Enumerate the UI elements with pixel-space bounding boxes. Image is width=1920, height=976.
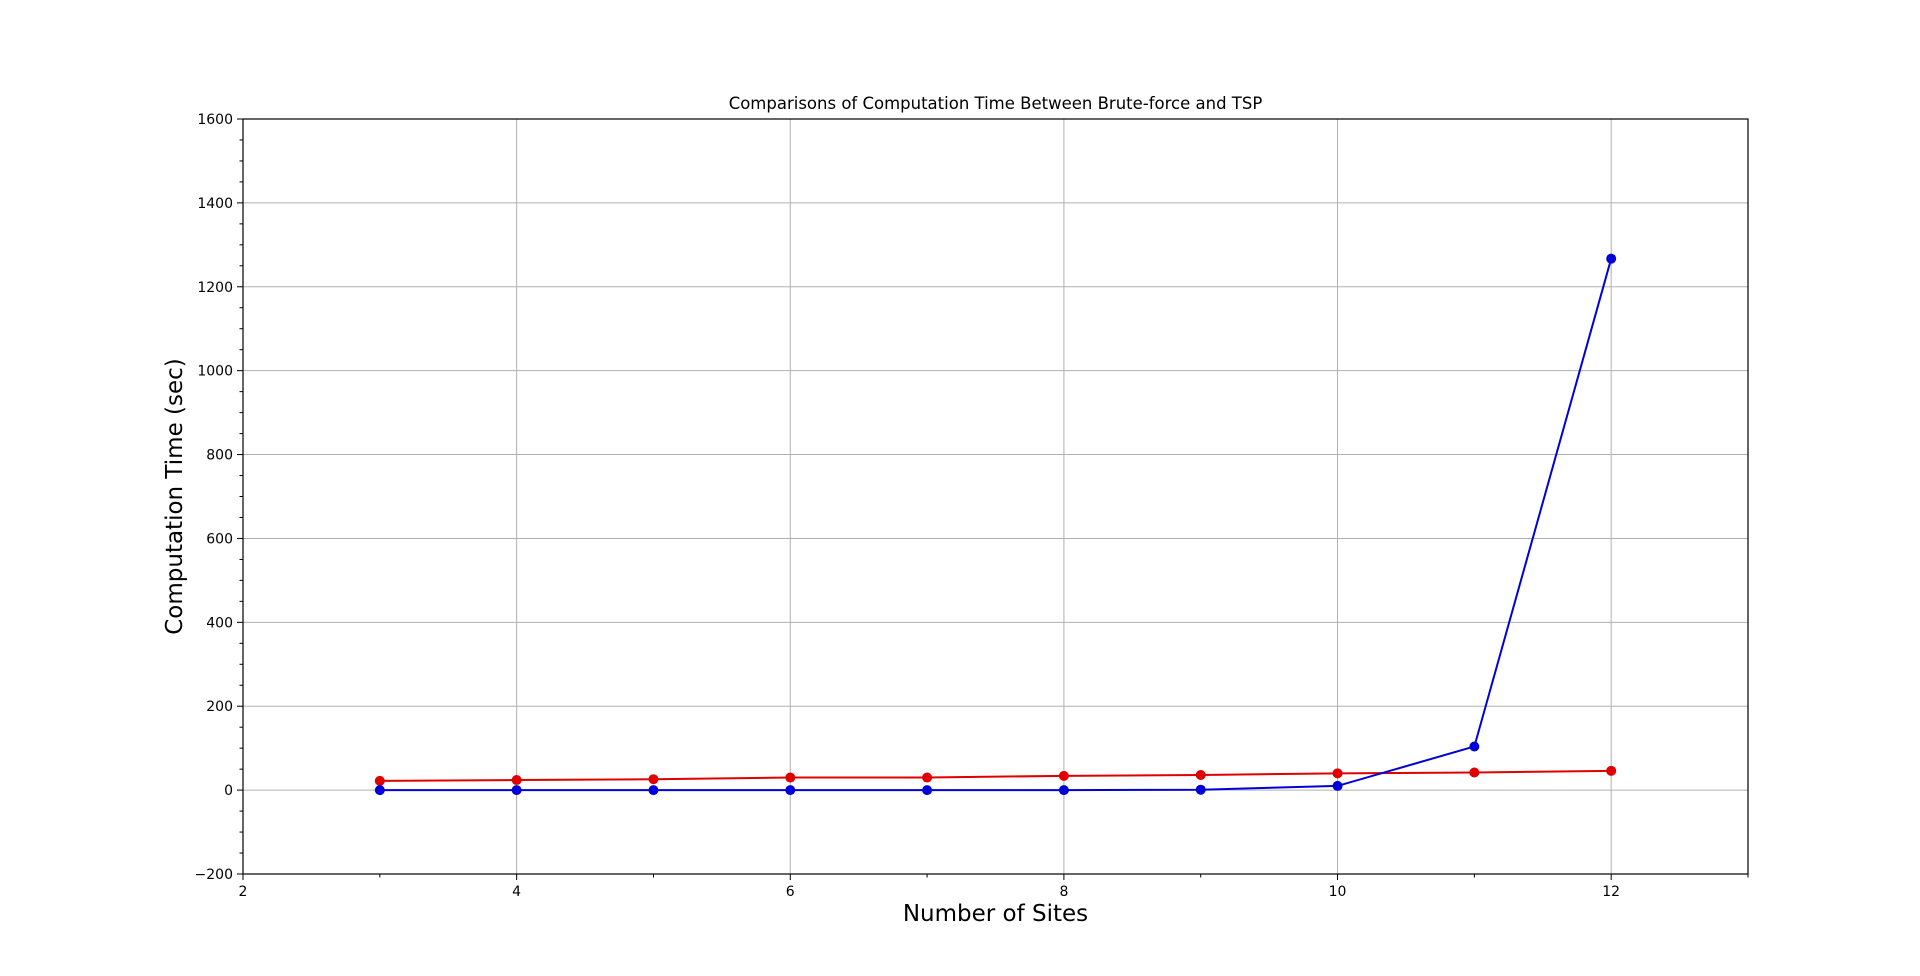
data-point — [648, 774, 659, 785]
x-tick-label: 10 — [1329, 884, 1347, 900]
series-line-2 — [379, 258, 1613, 792]
y-tick-label: −200 — [195, 867, 233, 883]
data-point — [374, 785, 385, 796]
data-point — [1606, 253, 1617, 264]
data-point — [785, 772, 796, 783]
chart-title: Comparisons of Computation Time Between … — [729, 94, 1263, 113]
series-layer — [374, 253, 1617, 796]
y-tick-label: 1600 — [197, 112, 233, 128]
x-tick-label: 12 — [1602, 884, 1620, 900]
data-point — [1058, 770, 1069, 781]
grid-layer — [243, 119, 1748, 874]
axes-frame — [242, 118, 1749, 875]
y-tick-label: 200 — [206, 699, 233, 715]
data-point — [1195, 784, 1206, 795]
x-tick-label: 8 — [1059, 884, 1068, 900]
y-tick-label: 1400 — [197, 196, 233, 212]
data-point — [1332, 780, 1343, 791]
x-tick-label: 6 — [786, 884, 795, 900]
y-tick-label: 800 — [206, 448, 233, 464]
y-tick-label: 1200 — [197, 280, 233, 296]
data-point — [648, 785, 659, 796]
tick-layer: 2 4 6 8 10 12 −200 0 200 400 600 800 1000 1200 1400 160… — [195, 112, 1749, 900]
data-point — [374, 775, 385, 786]
y-tick-label: 400 — [206, 615, 233, 631]
y-tick-label: 0 — [224, 783, 233, 799]
data-point — [1058, 785, 1069, 796]
data-point — [1195, 770, 1206, 781]
data-point — [1469, 741, 1480, 752]
series-line-1 — [379, 769, 1612, 782]
data-point — [1469, 767, 1480, 778]
x-axis-label: Number of Sites — [903, 901, 1088, 927]
y-tick-label: 1000 — [197, 364, 233, 380]
data-point — [1332, 768, 1343, 779]
x-tick-label: 2 — [239, 884, 248, 900]
y-tick-label: 600 — [206, 531, 233, 547]
y-axis-label: Computation Time (sec) — [162, 358, 188, 635]
data-point — [511, 785, 522, 796]
x-tick-label: 4 — [512, 884, 521, 900]
data-point — [922, 772, 933, 783]
data-point — [511, 775, 522, 786]
data-point — [922, 785, 933, 796]
data-point — [1606, 765, 1617, 776]
data-point — [785, 785, 796, 796]
